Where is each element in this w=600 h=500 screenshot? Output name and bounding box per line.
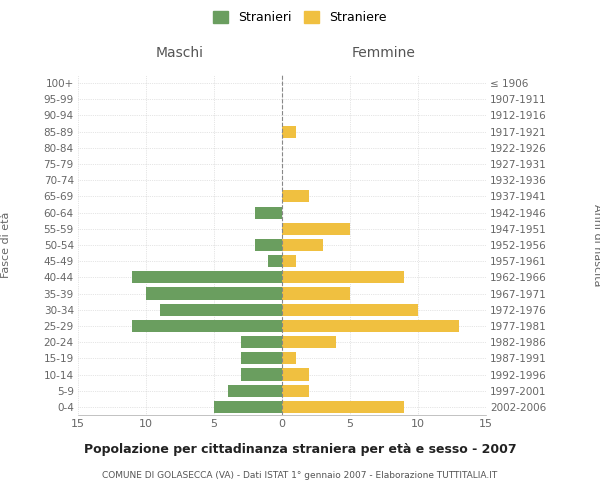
Bar xyxy=(241,368,282,380)
Bar xyxy=(282,126,296,138)
Text: Fasce di età: Fasce di età xyxy=(1,212,11,278)
Bar xyxy=(255,206,282,218)
Text: Anni di nascita: Anni di nascita xyxy=(592,204,600,286)
Text: Maschi: Maschi xyxy=(156,46,204,60)
Bar xyxy=(282,384,309,397)
Bar xyxy=(227,384,282,397)
Bar xyxy=(282,336,337,348)
Bar xyxy=(241,352,282,364)
Bar xyxy=(282,368,309,380)
Bar xyxy=(282,222,350,235)
Text: Femmine: Femmine xyxy=(352,46,416,60)
Bar xyxy=(282,401,404,413)
Bar xyxy=(255,239,282,251)
Bar xyxy=(282,352,296,364)
Text: Popolazione per cittadinanza straniera per età e sesso - 2007: Popolazione per cittadinanza straniera p… xyxy=(83,442,517,456)
Bar xyxy=(241,336,282,348)
Bar xyxy=(282,255,296,268)
Bar xyxy=(282,288,350,300)
Bar xyxy=(282,239,323,251)
Bar xyxy=(282,272,404,283)
Bar xyxy=(133,272,282,283)
Legend: Stranieri, Straniere: Stranieri, Straniere xyxy=(208,6,392,29)
Bar xyxy=(146,288,282,300)
Bar xyxy=(282,190,309,202)
Bar xyxy=(282,320,459,332)
Bar xyxy=(214,401,282,413)
Bar xyxy=(160,304,282,316)
Bar xyxy=(282,304,418,316)
Bar xyxy=(133,320,282,332)
Bar xyxy=(268,255,282,268)
Text: COMUNE DI GOLASECCA (VA) - Dati ISTAT 1° gennaio 2007 - Elaborazione TUTTITALIA.: COMUNE DI GOLASECCA (VA) - Dati ISTAT 1°… xyxy=(103,471,497,480)
